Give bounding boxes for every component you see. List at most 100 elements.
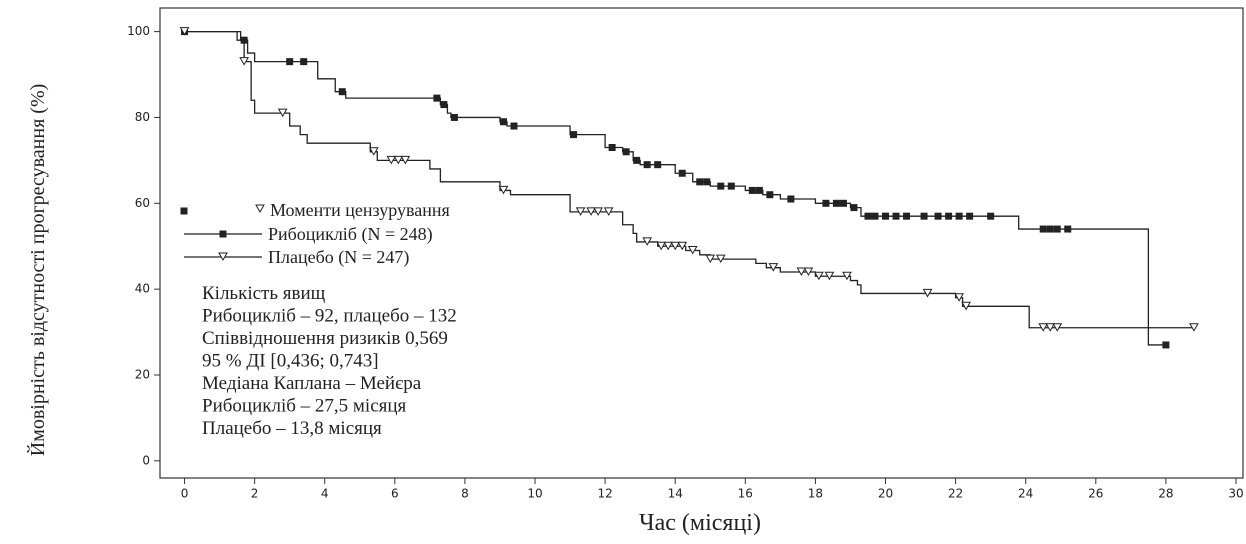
annotation: Рибоцикліб – 27,5 місяця bbox=[202, 396, 407, 417]
censor-mark bbox=[1046, 225, 1054, 233]
censor-mark bbox=[608, 143, 616, 151]
censor-mark bbox=[656, 241, 667, 251]
censor-mark bbox=[966, 212, 974, 220]
censor-mark bbox=[1039, 225, 1047, 233]
y-tick-label: 20 bbox=[135, 367, 150, 381]
censor-mark bbox=[440, 101, 448, 109]
censor-mark bbox=[393, 155, 404, 165]
censor-mark bbox=[386, 155, 397, 165]
censor-mark bbox=[286, 58, 294, 66]
censor-mark bbox=[642, 237, 653, 246]
censor-mark bbox=[892, 212, 900, 220]
censor-mark bbox=[1064, 225, 1072, 233]
censor-mark bbox=[787, 195, 795, 203]
survival-curve bbox=[184, 30, 1166, 346]
censor-mark bbox=[903, 212, 911, 220]
legend-marker bbox=[218, 252, 228, 262]
censor-mark bbox=[633, 156, 641, 164]
annotation: Кількість явищ bbox=[202, 283, 326, 304]
censor-mark bbox=[400, 155, 411, 165]
censor-mark bbox=[727, 182, 735, 190]
x-tick-label: 28 bbox=[1158, 487, 1173, 501]
x-tick-label: 4 bbox=[321, 487, 329, 501]
y-tick-label: 80 bbox=[135, 110, 150, 124]
censor-mark bbox=[850, 204, 858, 212]
censor-mark bbox=[832, 199, 840, 207]
censor-mark bbox=[687, 246, 698, 255]
censor-mark bbox=[368, 147, 379, 156]
censor-mark bbox=[300, 58, 308, 66]
censor-mark bbox=[433, 94, 441, 102]
censor-mark bbox=[715, 254, 726, 264]
x-tick-label: 8 bbox=[461, 487, 469, 501]
censor-mark bbox=[678, 169, 686, 177]
censor-mark bbox=[499, 118, 507, 126]
x-tick-label: 16 bbox=[738, 487, 753, 501]
survival-curve bbox=[184, 30, 1194, 329]
censor-mark bbox=[338, 88, 346, 96]
x-tick-label: 18 bbox=[808, 487, 823, 501]
censor-mark bbox=[670, 241, 681, 251]
x-tick-label: 12 bbox=[597, 487, 612, 501]
censor-mark bbox=[179, 27, 190, 36]
censor-mark bbox=[717, 182, 725, 190]
legend-label: Рибоцикліб (N = 248) bbox=[268, 224, 433, 245]
censor-mark bbox=[239, 57, 249, 66]
x-tick-label: 2 bbox=[251, 487, 259, 501]
censor-mark bbox=[622, 148, 630, 156]
x-axis-label: Час (місяці) bbox=[639, 510, 761, 536]
censor-mark bbox=[824, 271, 835, 281]
censor-mark bbox=[575, 207, 586, 216]
censor-mark bbox=[677, 241, 688, 251]
x-tick-label: 14 bbox=[668, 487, 683, 501]
censor-mark bbox=[510, 122, 518, 130]
y-tick-label: 40 bbox=[135, 282, 150, 296]
annotation: 95 % ДІ [0,436; 0,743] bbox=[202, 351, 379, 372]
annotation: Рибоцикліб – 92, плацебо – 132 bbox=[202, 306, 457, 327]
y-axis-label: Ймовірність відсутності прогресування (%… bbox=[26, 84, 49, 457]
censor-mark bbox=[864, 212, 872, 220]
censor-mark bbox=[696, 178, 704, 186]
censor-mark bbox=[945, 212, 953, 220]
censor-mark bbox=[922, 288, 933, 298]
y-tick-label: 60 bbox=[135, 196, 150, 210]
x-tick-label: 22 bbox=[948, 487, 963, 501]
censor-mark bbox=[768, 263, 779, 272]
y-tick-label: 100 bbox=[127, 24, 150, 38]
legend-label: Плацебо (N = 247) bbox=[268, 247, 409, 268]
censor-mark bbox=[1052, 323, 1063, 332]
censor-mark bbox=[1189, 323, 1199, 332]
censor-mark bbox=[705, 254, 716, 264]
censor-mark bbox=[954, 293, 964, 302]
censor-mark bbox=[987, 212, 995, 220]
censor-mark bbox=[277, 108, 288, 118]
censor-mark bbox=[593, 207, 603, 216]
legend-censor-label: Моменти цензурування bbox=[270, 200, 450, 220]
x-tick-label: 20 bbox=[878, 487, 893, 501]
censor-mark bbox=[498, 185, 509, 195]
censor-mark bbox=[643, 161, 651, 169]
censor-mark bbox=[961, 301, 971, 311]
x-tick-label: 6 bbox=[391, 487, 399, 501]
legend-marker bbox=[219, 230, 227, 238]
censor-mark bbox=[570, 131, 578, 139]
x-tick-label: 0 bbox=[181, 487, 189, 501]
censor-mark bbox=[766, 191, 774, 199]
censor-mark bbox=[955, 212, 963, 220]
legend-censor-marker bbox=[180, 207, 188, 215]
censor-mark bbox=[934, 212, 942, 220]
censor-mark bbox=[920, 212, 928, 220]
censor-mark bbox=[603, 207, 614, 216]
censor-mark bbox=[803, 267, 814, 276]
censor-mark bbox=[842, 271, 852, 281]
annotation: Співвідношення ризиків 0,569 bbox=[202, 328, 448, 349]
censor-mark bbox=[1045, 323, 1056, 332]
x-tick-label: 10 bbox=[527, 487, 542, 501]
censor-mark bbox=[1038, 323, 1049, 332]
annotation: Медіана Каплана – Мейєра bbox=[202, 373, 422, 394]
y-tick-label: 0 bbox=[142, 453, 150, 467]
censor-mark bbox=[796, 267, 807, 276]
censor-mark bbox=[839, 199, 847, 207]
x-tick-label: 24 bbox=[1018, 487, 1033, 501]
